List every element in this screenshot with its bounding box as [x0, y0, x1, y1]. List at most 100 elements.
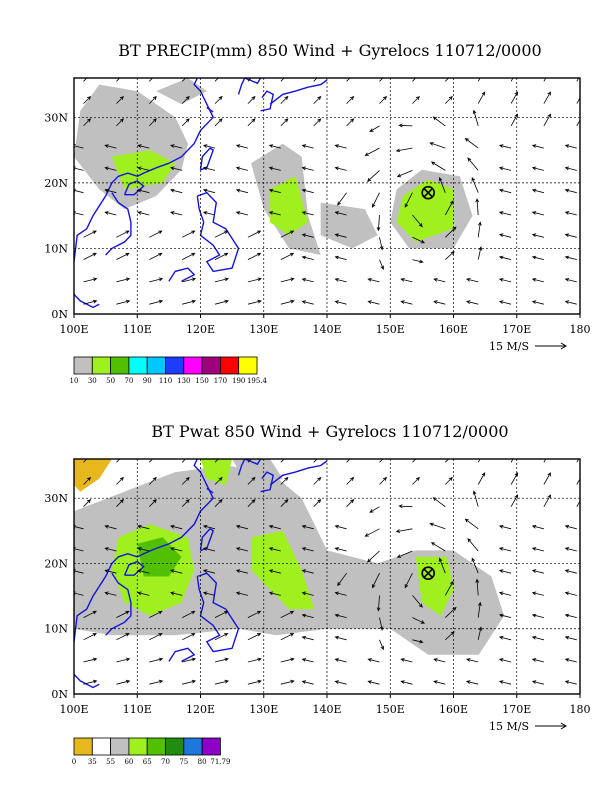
wind-vector: [564, 680, 577, 685]
wind-vector: [313, 78, 318, 82]
wind-vector: [400, 658, 413, 663]
wind-vector: [313, 118, 322, 127]
wind-vector: [116, 459, 121, 463]
wind-vector: [498, 211, 512, 216]
wind-vector: [367, 278, 380, 283]
wind-vector: [564, 255, 577, 260]
wind-vector: [543, 78, 547, 82]
wind-vector: [170, 166, 183, 171]
wind-vector: [301, 255, 314, 260]
wind-vector: [247, 499, 256, 507]
axis-labels: 100E 110E 120E 130E 140E 150E 160E 170E 180 0N 10N…: [44, 492, 590, 716]
coastline: [168, 647, 196, 663]
wind-vector: [531, 255, 544, 260]
coastline: [74, 673, 100, 689]
wind-vector: [400, 300, 413, 305]
wind-vector: [477, 78, 481, 82]
wind-vector: [104, 524, 117, 530]
wind-vector: [182, 230, 196, 238]
vector-key: 15 M/S: [489, 340, 567, 353]
wind-vector: [438, 176, 446, 193]
wind-vector: [268, 569, 281, 574]
wind-vector: [268, 211, 281, 216]
gyre-marker-icon: [421, 566, 436, 581]
colorbar-swatch: [73, 737, 93, 756]
wind-vector: [83, 476, 92, 485]
coastline: [269, 460, 328, 486]
wind-vector: [280, 252, 295, 260]
colorbar-label: 190: [232, 377, 245, 385]
wind-vector: [510, 472, 519, 485]
wind-vector: [430, 161, 446, 171]
wind-vector: [280, 95, 289, 104]
wind-vector: [137, 211, 150, 216]
colorbar-label: 150: [195, 377, 208, 385]
wind-vector: [214, 277, 229, 283]
wind-vector: [498, 144, 512, 149]
wind-vector: [369, 506, 380, 513]
wind-vector: [367, 300, 380, 305]
wind-vector: [472, 109, 479, 127]
wind-vector: [464, 137, 479, 149]
wind-vector: [83, 230, 97, 238]
colorbar-label: 75: [179, 758, 188, 766]
wind-vector: [498, 188, 512, 194]
wind-vector: [564, 635, 577, 641]
colorbar-label: 50: [106, 377, 115, 385]
wind-vector: [280, 633, 295, 641]
wind-vector: [313, 476, 322, 485]
colorbar-label: 10: [70, 377, 79, 385]
wind-vector: [268, 524, 281, 530]
coastline: [260, 471, 274, 493]
wind-vector: [247, 252, 262, 260]
wind-vector: [477, 246, 483, 260]
wind-vector: [137, 524, 150, 530]
wind-vector: [337, 572, 347, 587]
wind-vector: [301, 233, 314, 238]
wind-vector: [301, 569, 314, 574]
wind-vector: [83, 118, 92, 127]
wind-vector: [433, 278, 446, 283]
wind-vector: [116, 476, 124, 485]
wind-vector: [334, 680, 347, 685]
wind-vector: [395, 147, 413, 153]
wind-vector: [498, 166, 512, 171]
wind-vector: [564, 211, 577, 216]
wind-vector: [214, 476, 223, 485]
wind-vector: [280, 459, 285, 463]
wind-vector: [433, 300, 446, 305]
wind-vector: [379, 459, 384, 463]
wind-vector: [412, 639, 424, 644]
coastline: [74, 459, 215, 642]
wind-vector: [280, 476, 289, 485]
wind-vector: [576, 97, 580, 104]
wind-vector: [432, 116, 446, 127]
wind-vector: [531, 233, 544, 238]
wind-vector: [104, 188, 117, 194]
wind-vector: [247, 230, 262, 238]
wind-vector: [467, 538, 479, 552]
wind-vector: [334, 613, 347, 618]
wind-vector: [170, 188, 183, 194]
x-tick-label: 110E: [123, 323, 152, 336]
wind-vector: [301, 658, 314, 663]
wind-vector: [247, 657, 262, 663]
coastline: [168, 267, 196, 282]
wind-vector: [280, 679, 295, 685]
wind-vector: [475, 578, 480, 596]
x-tick-label: 120E: [186, 323, 215, 336]
wind-vector: [235, 569, 248, 574]
wind-vector: [149, 476, 157, 485]
wind-vector: [445, 606, 457, 618]
wind-vector: [280, 299, 295, 305]
wind-vector: [280, 230, 295, 238]
panel-title: BT PRECIP(mm) 850 Wind + Gyrelocs 110712…: [118, 41, 541, 60]
wind-vector: [498, 613, 512, 618]
x-tick-label: 170E: [502, 323, 531, 336]
wind-vector: [235, 166, 248, 171]
wind-vector: [214, 633, 229, 641]
wind-vector: [376, 595, 381, 612]
x-tick-label: 150E: [376, 703, 405, 716]
wind-vector: [301, 278, 314, 283]
wind-vector: [564, 233, 577, 238]
